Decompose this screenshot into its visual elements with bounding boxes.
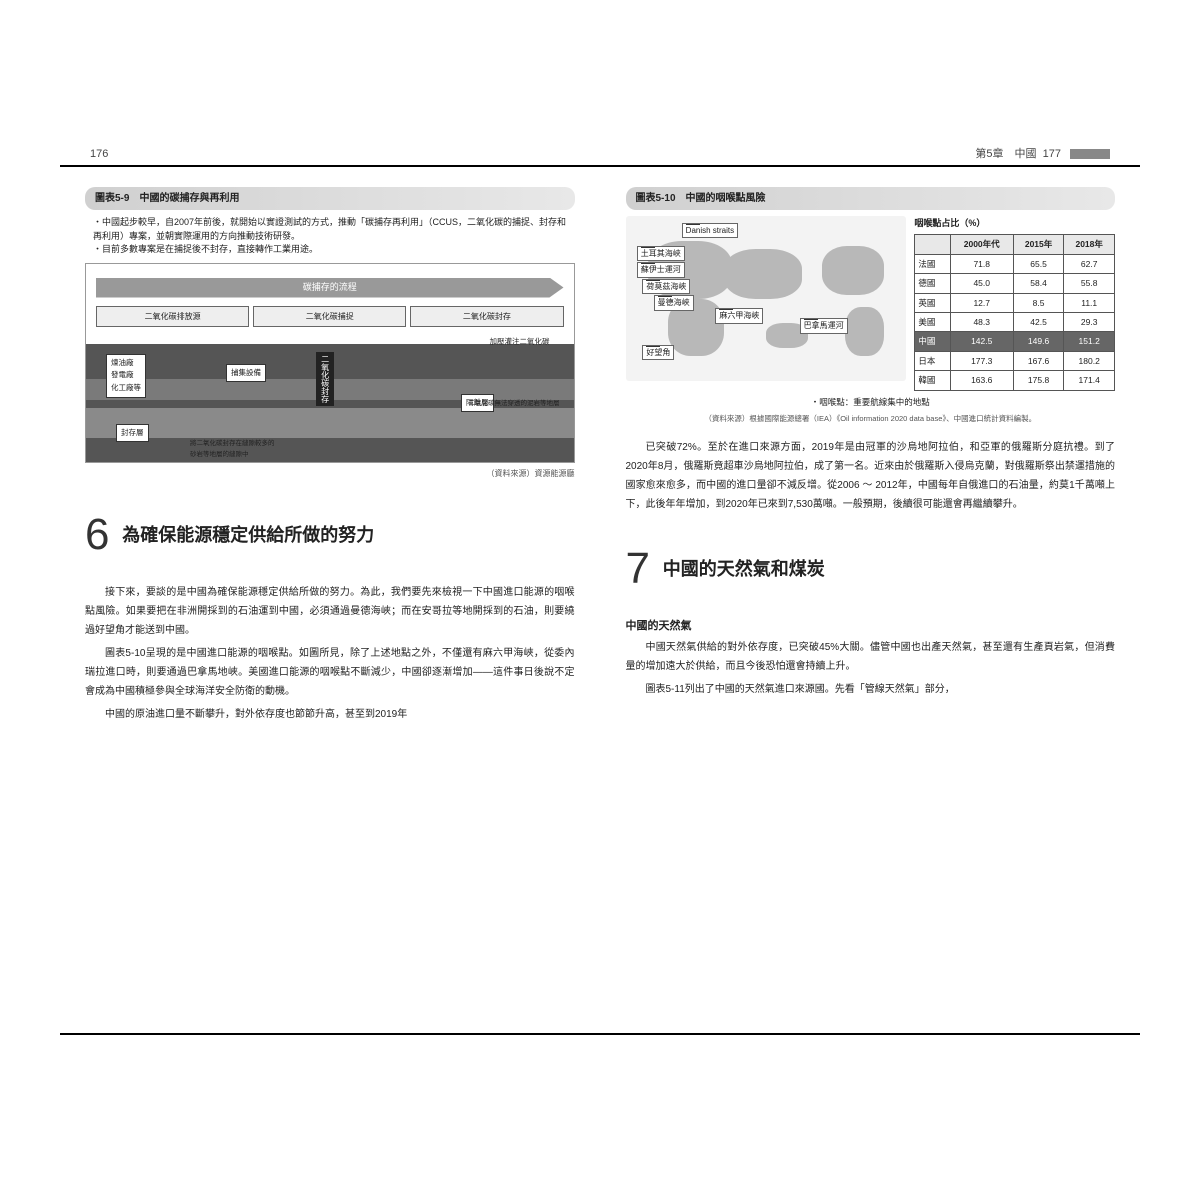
section-6-p2: 圖表5-10呈現的是中國進口能源的咽喉點。如圖所見，除了上述地點之外，不僅還有麻… [85, 644, 575, 701]
table-row-label: 韓國 [915, 371, 950, 390]
table-cell: 65.5 [1013, 254, 1064, 273]
table-cell: 175.8 [1013, 371, 1064, 390]
section-7-p2: 圖表5-11列出了中國的天然氣進口來源國。先看「管線天然氣」部分， [626, 680, 1116, 699]
label-plant: 煉油廠 發電廠 化工廠等 [106, 354, 146, 398]
chokepoint-table-wrap: 咽喉點占比（%） 2000年代2015年2018年 法國71.865.562.7… [914, 216, 1115, 391]
bullet-1: ・中國起步較早，自2007年前後，就開始以實證測試的方式，推動「碳捕存再利用」（… [93, 216, 575, 243]
figure-5-9-source: （資料來源）資源能源廳 [85, 467, 575, 481]
table-header-cell: 2000年代 [950, 235, 1013, 254]
book-spread: 176 圖表5-9 中國的碳捕存與再利用 ・中國起步較早，自2007年前後，就開… [60, 165, 1140, 1035]
process-boxes: 二氧化碳排放源 二氧化碳捕捉 二氧化碳封存 [96, 306, 564, 328]
table-row: 德國45.058.455.8 [915, 274, 1115, 293]
page-marker-bar [1070, 149, 1110, 159]
section-6-p3: 中國的原油進口量不斷攀升，對外依存度也節節升高，甚至到2019年 [85, 705, 575, 724]
table-header-cell: 2018年 [1064, 235, 1115, 254]
ccus-diagram: 碳捕存的流程 二氧化碳排放源 二氧化碳捕捉 二氧化碳封存 煉油廠 發電廠 化工廠… [85, 263, 575, 463]
table-row-label: 美國 [915, 313, 950, 332]
page-left: 176 圖表5-9 中國的碳捕存與再利用 ・中國起步較早，自2007年前後，就開… [60, 167, 601, 1033]
label-inject: 加壓灌注二氧化碳 [486, 334, 554, 351]
continent-namerica [822, 246, 884, 296]
table-header-cell: 2015年 [1013, 235, 1064, 254]
section-7-heading: 7 中國的天然氣和煤炭 [626, 532, 1116, 607]
figure-5-9-bullets: ・中國起步較早，自2007年前後，就開始以實證測試的方式，推動「碳捕存再利用」（… [93, 216, 575, 257]
process-arrow: 碳捕存的流程 [96, 278, 564, 298]
section-6-title: 為確保能源穩定供給所做的努力 [122, 520, 374, 551]
table-row: 美國48.342.529.3 [915, 313, 1115, 332]
table-cell: 11.1 [1064, 293, 1115, 312]
page-number-left: 176 [90, 145, 108, 164]
table-cell: 177.3 [950, 351, 1013, 370]
table-cell: 163.6 [950, 371, 1013, 390]
map-label-mandeb: 曼德海峽 [654, 295, 694, 311]
map-label-suez: 蘇伊士運河 [637, 262, 685, 278]
section-7-title: 中國的天然氣和煤炭 [663, 554, 825, 585]
chokepoint-table: 2000年代2015年2018年 法國71.865.562.7德國45.058.… [914, 234, 1115, 391]
figure-5-10-note: ・咽喉點：重要航線集中的地點 [626, 395, 1116, 409]
table-cell: 12.7 [950, 293, 1013, 312]
table-row-label: 日本 [915, 351, 950, 370]
table-cell: 45.0 [950, 274, 1013, 293]
table-row-label: 英國 [915, 293, 950, 312]
figure-5-10-header: 圖表5-10 中國的咽喉點風險 [626, 187, 1116, 210]
table-title: 咽喉點占比（%） [914, 216, 1115, 231]
table-cell: 29.3 [1064, 313, 1115, 332]
section-6-number: 6 [85, 498, 109, 573]
table-cell: 62.7 [1064, 254, 1115, 273]
map-label-panama: 巴拿馬運河 [800, 318, 848, 334]
section-7-number: 7 [626, 532, 650, 607]
figure-5-10-source: （資料來源）根據國際能源總署（IEA）《Oil information 2020… [626, 413, 1116, 426]
storage-stratum [86, 408, 574, 438]
table-cell: 42.5 [1013, 313, 1064, 332]
continent-asia [724, 249, 803, 299]
table-cell: 171.4 [1064, 371, 1115, 390]
table-cell: 71.8 [950, 254, 1013, 273]
table-row: 中國142.5149.6151.2 [915, 332, 1115, 351]
table-cell: 48.3 [950, 313, 1013, 332]
section-6-heading: 6 為確保能源穩定供給所做的努力 [85, 498, 575, 573]
map-label-hormuz: 荷莫茲海峽 [642, 279, 690, 295]
continuation-paragraph: 已突破72%。至於在進口來源方面，2019年是由冠軍的沙烏地阿拉伯，和亞軍的俄羅… [626, 438, 1116, 514]
table-row-label: 德國 [915, 274, 950, 293]
section-7-p1: 中國天然氣供給的對外依存度，已突破45%大關。儘管中國也出產天然氣，甚至還有生產… [626, 638, 1116, 676]
table-cell: 58.4 [1013, 274, 1064, 293]
label-vertical-storage: 二氧化碳封存 [316, 352, 334, 406]
map-label-malacca: 麻六甲海峽 [715, 308, 763, 324]
figure-5-10-body: Danish straits 土耳其海峽 蘇伊士運河 荷莫茲海峽 曼德海峽 麻六… [626, 216, 1116, 391]
table-row-label: 中國 [915, 332, 950, 351]
world-map: Danish straits 土耳其海峽 蘇伊士運河 荷莫茲海峽 曼德海峽 麻六… [626, 216, 907, 381]
table-cell: 8.5 [1013, 293, 1064, 312]
continent-samerica [845, 307, 884, 357]
label-note2: 將二氧化碳封存在縫隙較多的 砂岩等地層的縫隙中 [186, 436, 279, 462]
table-cell: 149.6 [1013, 332, 1064, 351]
map-label-goodhope: 好望角 [642, 345, 674, 361]
section-6-p1: 接下來，要談的是中國為確保能源穩定供給所做的努力。為此，我們要先來檢視一下中國進… [85, 583, 575, 640]
table-cell: 55.8 [1064, 274, 1115, 293]
table-cell: 142.5 [950, 332, 1013, 351]
bullet-2: ・目前多數專案是在捕捉後不封存，直接轉作工業用途。 [93, 243, 575, 257]
table-cell: 151.2 [1064, 332, 1115, 351]
page-number-right: 第5章 中國 177 [975, 145, 1110, 164]
map-label-turkey: 土耳其海峽 [637, 246, 685, 262]
page-num-177: 177 [1043, 148, 1061, 160]
box-emission: 二氧化碳排放源 [96, 306, 249, 328]
box-capture: 二氧化碳捕捉 [253, 306, 406, 328]
table-row: 日本177.3167.6180.2 [915, 351, 1115, 370]
table-cell: 180.2 [1064, 351, 1115, 370]
map-label-danish: Danish straits [682, 223, 738, 239]
label-storage-layer: 封存層 [116, 424, 149, 443]
figure-5-9-header: 圖表5-9 中國的碳捕存與再利用 [85, 187, 575, 210]
page-right: 第5章 中國 177 圖表5-10 中國的咽喉點風險 Danish strait… [601, 167, 1141, 1033]
table-header-cell [915, 235, 950, 254]
section-7-subhead: 中國的天然氣 [626, 617, 1116, 636]
table-cell: 167.6 [1013, 351, 1064, 370]
label-note1: 二氧化碳無法穿透的泥岩等地層 [465, 396, 564, 411]
table-row: 英國12.78.511.1 [915, 293, 1115, 312]
box-storage: 二氧化碳封存 [410, 306, 563, 328]
chapter-label: 第5章 中國 [975, 148, 1036, 160]
table-row: 法國71.865.562.7 [915, 254, 1115, 273]
label-capture-equip: 捕集設備 [226, 364, 266, 383]
table-row-label: 法國 [915, 254, 950, 273]
table-row: 韓國163.6175.8171.4 [915, 371, 1115, 390]
